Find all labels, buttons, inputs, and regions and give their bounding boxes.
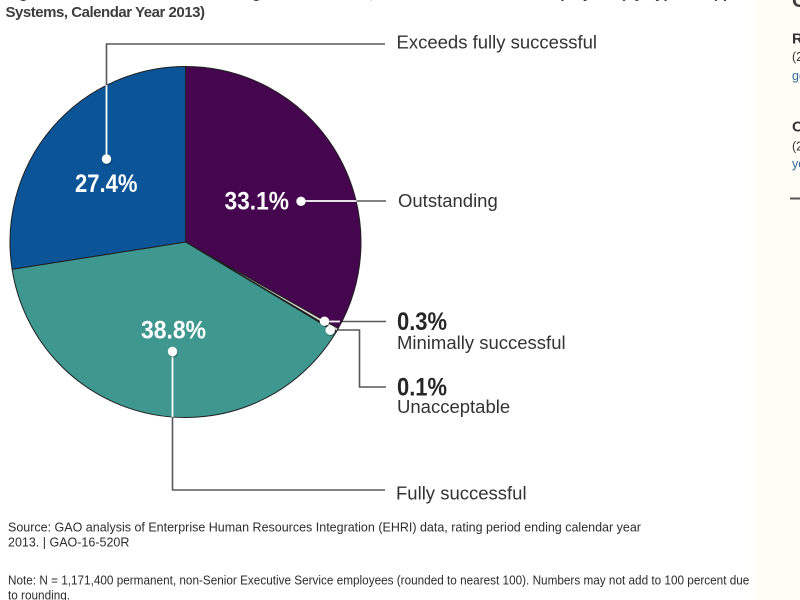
svg-text:Note: N = 1,171,400 permanent,: Note: N = 1,171,400 permanent, non-Senio… [8,573,750,587]
svg-text:C: C [792,0,800,12]
svg-text:Exceeds fully successful: Exceeds fully successful [397,32,598,53]
svg-text:Outstanding: Outstanding [398,190,498,211]
svg-text:Figure 1: Calendar Year 2013 R: Figure 1: Calendar Year 2013 Ratings of … [6,0,772,2]
svg-text:goldenkoffr@gao.gov: goldenkoffr@gao.gov [792,69,800,83]
svg-text:33.1%: 33.1% [225,188,289,216]
svg-text:0.3%: 0.3% [397,307,447,335]
svg-text:Minimally successful: Minimally successful [397,332,566,353]
svg-text:38.8%: 38.8% [141,317,206,345]
svg-text:27.4%: 27.4% [75,170,138,198]
svg-text:(202) 512-2757: (202) 512-2757 [792,50,800,64]
svg-text:Unacceptable: Unacceptable [397,396,510,417]
svg-text:0.1%: 0.1% [397,373,447,401]
svg-text:Office of Public Affairs: Office of Public Affairs [792,118,800,135]
svg-text:Robert Goldenkoff: Robert Goldenkoff [792,31,800,48]
svg-text:to rounding.: to rounding. [8,588,70,600]
svg-text:Source: GAO analysis of Enterp: Source: GAO analysis of Enterprise Human… [8,521,641,535]
svg-text:youngc1@gao.gov: youngc1@gao.gov [792,157,800,171]
svg-text:Systems, Calendar Year 2013): Systems, Calendar Year 2013) [6,4,206,21]
svg-text:2013. | GAO-16-520R: 2013. | GAO-16-520R [8,536,129,550]
svg-text:Fully successful: Fully successful [396,482,527,503]
svg-text:(202) 512-4800: (202) 512-4800 [792,140,800,154]
